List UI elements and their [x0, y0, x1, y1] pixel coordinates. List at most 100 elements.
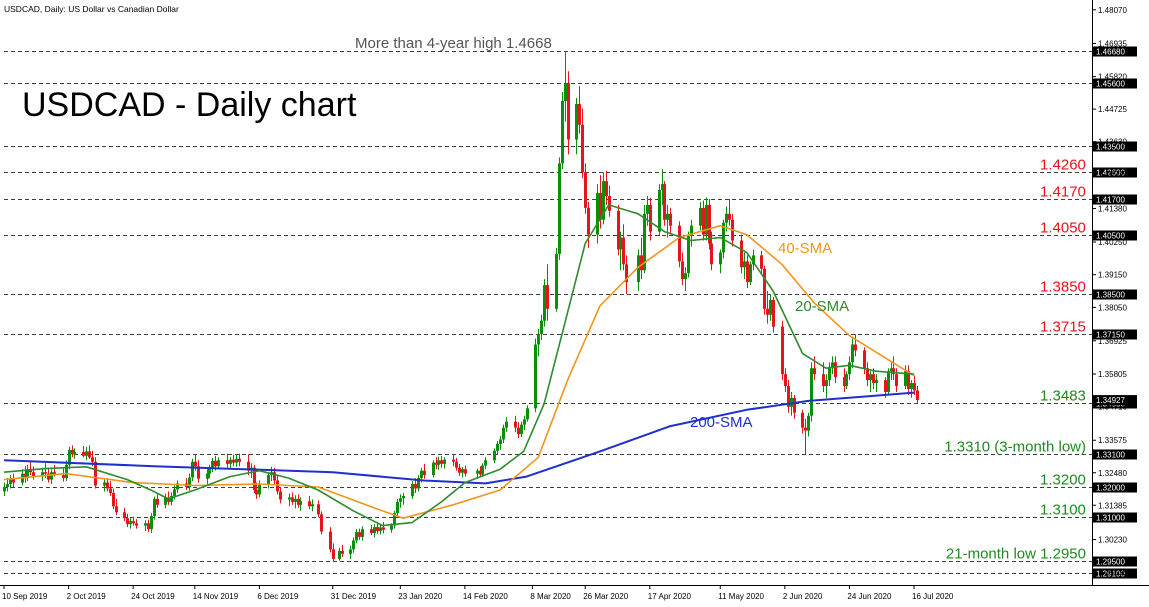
candle-body	[784, 374, 787, 387]
sma20-label: 20-SMA	[795, 298, 849, 315]
candle	[760, 250, 763, 274]
candle-body	[743, 261, 746, 268]
level-tag-text: 1.43500	[1096, 143, 1125, 152]
sma40-line	[3, 224, 915, 519]
candle-body	[440, 460, 443, 464]
candle-body	[452, 459, 455, 462]
candle-body	[6, 484, 9, 488]
candle	[678, 221, 681, 268]
candle-body	[390, 525, 393, 530]
candle	[129, 518, 132, 529]
candle	[810, 362, 813, 422]
candle-body	[461, 469, 464, 473]
level-label: 1.4170	[1040, 184, 1086, 201]
candle	[461, 466, 464, 478]
x-tick-label: 8 Mar 2020	[530, 592, 571, 601]
candle	[379, 523, 382, 535]
candle	[402, 492, 405, 505]
candle	[526, 405, 529, 422]
candle-body	[71, 449, 74, 455]
candle	[520, 421, 523, 438]
candle	[238, 453, 241, 467]
candle-body	[555, 253, 558, 309]
candle-body	[88, 451, 91, 458]
y-tick-label: 1.48070	[1098, 6, 1127, 15]
candle-body	[561, 100, 564, 164]
sma20-line	[3, 204, 915, 527]
level-tag-text: 1.46680	[1096, 48, 1125, 57]
level-label: 21-month low 1.2950	[946, 546, 1086, 563]
level-tag-box	[1093, 449, 1137, 460]
candle-body	[153, 498, 156, 517]
candle-body	[904, 371, 907, 387]
candle-body	[845, 374, 848, 387]
candle-body	[690, 225, 693, 237]
chart-title: USDCAD - Daily chart	[22, 86, 357, 124]
candle	[247, 454, 250, 476]
candle	[109, 481, 112, 496]
candle-body	[279, 491, 282, 500]
candle	[843, 368, 846, 392]
candle-body	[435, 462, 438, 465]
candle-body	[810, 368, 813, 416]
candle-body	[332, 549, 335, 559]
candle	[370, 525, 373, 536]
candle	[135, 519, 138, 529]
candle	[804, 418, 807, 455]
y-tick-label: 1.44725	[1098, 105, 1127, 114]
candle-body	[523, 419, 526, 425]
candle	[341, 544, 344, 557]
candle	[126, 513, 129, 528]
candle-body	[649, 204, 652, 232]
level-tag-box	[1093, 512, 1137, 523]
x-tick-label: 24 Oct 2019	[131, 592, 175, 601]
x-tick-label: 16 Jul 2020	[912, 592, 954, 601]
candle	[73, 448, 76, 459]
candle	[517, 422, 520, 439]
candle	[916, 386, 919, 404]
candle-body	[772, 299, 775, 327]
candle-body	[496, 443, 499, 451]
candle-body	[581, 124, 584, 173]
level-tag-box	[1093, 230, 1137, 241]
candle	[784, 368, 787, 392]
candle-body	[763, 268, 766, 309]
candle-body	[863, 350, 866, 369]
candle-body	[126, 518, 129, 525]
candle	[68, 446, 71, 470]
candle	[496, 440, 499, 455]
level-tag-box	[1093, 568, 1137, 579]
candle	[358, 528, 361, 540]
candle-body	[229, 459, 232, 464]
candle	[807, 412, 810, 437]
level-label: 1.3850	[1040, 279, 1086, 296]
candle-body	[255, 489, 258, 495]
candle	[743, 252, 746, 280]
candle-body	[373, 527, 376, 534]
candle-body	[781, 326, 784, 375]
level-label: 1.3483	[1040, 388, 1086, 405]
candle-body	[681, 261, 684, 280]
level-tag-text: 1.38500	[1096, 291, 1125, 300]
candle	[176, 480, 179, 493]
candle-body	[608, 195, 611, 211]
candle	[226, 453, 229, 468]
y-tick-label: 1.30230	[1098, 536, 1127, 545]
candle-body	[423, 470, 426, 476]
candle-body	[596, 193, 599, 235]
candle-body	[379, 527, 382, 531]
candle-body	[913, 383, 916, 391]
candle-body	[564, 83, 567, 101]
candle	[719, 249, 722, 274]
candle	[534, 338, 537, 413]
candle-body	[455, 461, 458, 468]
candle	[514, 415, 517, 433]
candle-body	[493, 450, 496, 461]
x-tick-label: 23 Jan 2020	[398, 592, 443, 601]
candle-body	[502, 427, 505, 440]
candle	[153, 496, 156, 520]
candle-body	[382, 527, 385, 530]
candle-body	[238, 458, 241, 462]
y-tick-label: 1.36925	[1098, 337, 1127, 346]
